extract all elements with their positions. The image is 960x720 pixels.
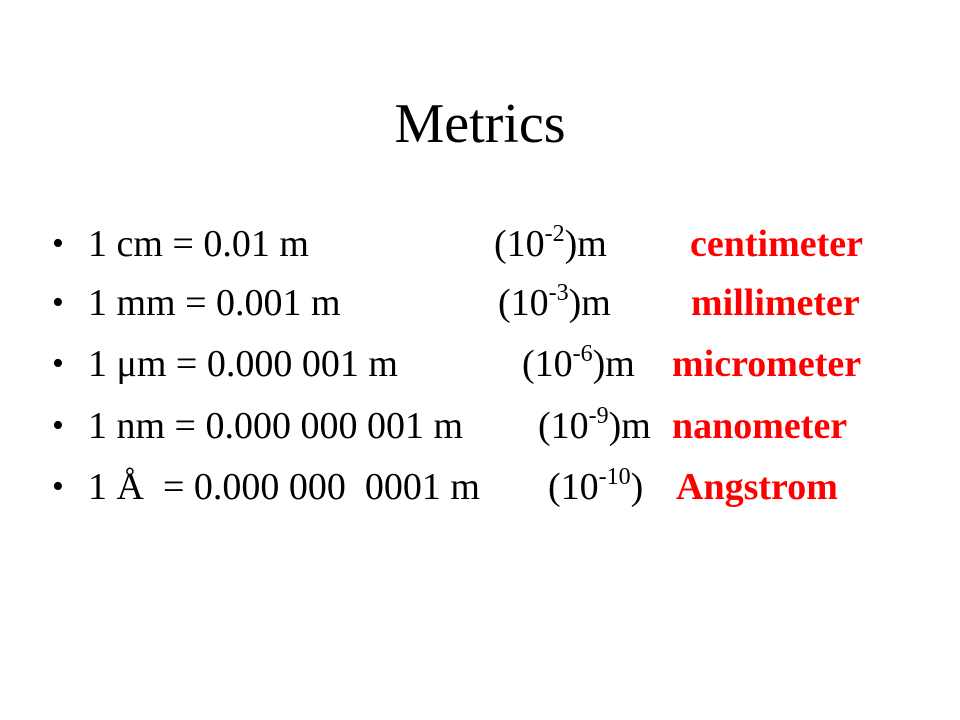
unit-name: millimeter <box>691 282 860 324</box>
exponent: -9 <box>588 403 609 429</box>
equation-text: 1 cm = 0.01 m <box>88 223 309 265</box>
unit-name: centimeter <box>690 223 863 265</box>
exponent: -6 <box>572 341 593 367</box>
equation-text: 1 nm = 0.000 000 001 m <box>88 405 464 447</box>
bullet-item-nanometer: • 1 nm = 0.000 000 001 m (10-9)m nanomet… <box>0 401 960 451</box>
bullet-icon: • <box>52 468 64 505</box>
power-of-ten: (10-6)m <box>522 341 635 385</box>
bullet-icon: • <box>52 407 64 444</box>
bullet-icon: • <box>52 284 64 321</box>
bullet-item-centimeter: • 1 cm = 0.01 m (10-2)m centimeter <box>0 219 960 269</box>
exponent: -10 <box>598 464 631 490</box>
exponent: -2 <box>544 221 565 247</box>
exponent: -3 <box>548 280 569 306</box>
slide-title: Metrics <box>394 93 566 155</box>
equation-text: 1 μm = 0.000 001 m <box>88 343 398 385</box>
unit-name: Angstrom <box>676 466 838 508</box>
unit-name: nanometer <box>672 405 848 447</box>
power-of-ten: (10-10) <box>548 464 644 508</box>
equation-text: 1 mm = 0.001 m <box>88 282 341 324</box>
bullet-item-angstrom: • 1 Å = 0.000 000 0001 m (10-10) Angstro… <box>0 462 960 512</box>
unit-name: micrometer <box>672 343 862 385</box>
power-of-ten: (10-9)m <box>538 403 651 447</box>
bullet-icon: • <box>52 345 64 382</box>
power-of-ten: (10-2)m <box>494 221 607 265</box>
bullet-item-micrometer: • 1 μm = 0.000 001 m (10-6)m micrometer <box>0 339 960 389</box>
power-of-ten: (10-3)m <box>498 280 611 324</box>
bullet-icon: • <box>52 225 64 262</box>
equation-text: 1 Å = 0.000 000 0001 m <box>88 466 480 508</box>
bullet-item-millimeter: • 1 mm = 0.001 m (10-3)m millimeter <box>0 278 960 328</box>
